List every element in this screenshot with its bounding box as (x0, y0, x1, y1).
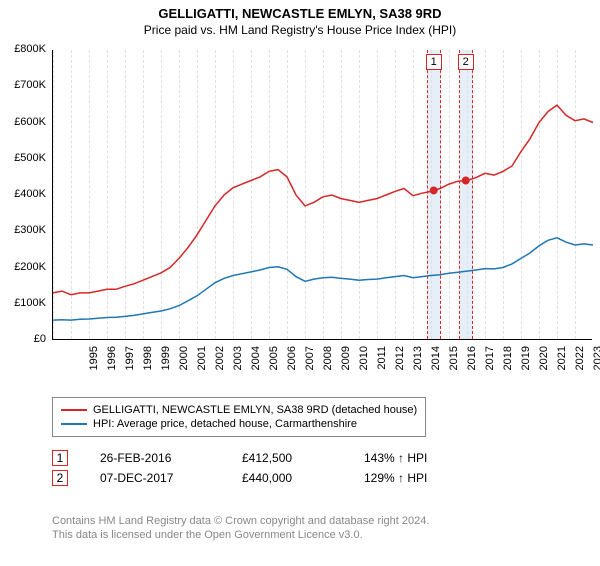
data-row-ratio: 129% ↑ HPI (364, 471, 427, 485)
x-tick-label: 2001 (196, 346, 208, 386)
y-tick-label: £400K (0, 188, 46, 200)
legend-label: GELLIGATTI, NEWCASTLE EMLYN, SA38 9RD (d… (93, 404, 417, 416)
footer-line2: This data is licensed under the Open Gov… (52, 528, 429, 542)
data-row-price: £412,500 (242, 451, 332, 465)
data-row-date: 07-DEC-2017 (100, 471, 210, 485)
data-row-marker: 1 (52, 450, 68, 466)
footer-note: Contains HM Land Registry data © Crown c… (52, 514, 429, 543)
x-tick-label: 2005 (268, 346, 280, 386)
data-row-date: 26-FEB-2016 (100, 451, 210, 465)
x-tick-label: 2002 (214, 346, 226, 386)
event-label-box: 1 (426, 54, 442, 70)
y-tick-label: £800K (0, 43, 46, 55)
x-tick-label: 2015 (448, 346, 460, 386)
y-tick-label: £200K (0, 261, 46, 273)
data-row-price: £440,000 (242, 471, 332, 485)
y-tick-label: £0 (0, 333, 46, 345)
data-row-ratio: 143% ↑ HPI (364, 451, 427, 465)
legend-item: HPI: Average price, detached house, Carm… (61, 418, 417, 430)
series-line (53, 105, 593, 295)
x-tick-label: 2014 (430, 346, 442, 386)
data-row: 1 26-FEB-2016 £412,500 143% ↑ HPI (52, 450, 427, 466)
legend-item: GELLIGATTI, NEWCASTLE EMLYN, SA38 9RD (d… (61, 404, 417, 416)
x-tick-label: 2016 (466, 346, 478, 386)
y-tick-label: £100K (0, 297, 46, 309)
data-table: 1 26-FEB-2016 £412,500 143% ↑ HPI 2 07-DEC-20… (52, 446, 427, 490)
x-tick-label: 2019 (520, 346, 532, 386)
x-tick-label: 2009 (340, 346, 352, 386)
x-tick-label: 2008 (322, 346, 334, 386)
x-tick-label: 2021 (556, 346, 568, 386)
x-tick-label: 2017 (484, 346, 496, 386)
chart-subtitle: Price paid vs. HM Land Registry's House … (0, 23, 600, 37)
y-tick-label: £300K (0, 224, 46, 236)
y-tick-label: £600K (0, 116, 46, 128)
x-tick-label: 2012 (394, 346, 406, 386)
x-tick-label: 1999 (160, 346, 172, 386)
x-tick-label: 2020 (538, 346, 550, 386)
data-row-marker: 2 (52, 470, 68, 486)
x-tick-label: 2018 (502, 346, 514, 386)
y-tick-label: £500K (0, 152, 46, 164)
x-tick-label: 1997 (124, 346, 136, 386)
x-tick-label: 2022 (574, 346, 586, 386)
legend-swatch (61, 409, 87, 411)
footer-line1: Contains HM Land Registry data © Crown c… (52, 514, 429, 528)
plot-area: 12 (52, 50, 592, 340)
y-tick-label: £700K (0, 79, 46, 91)
legend-swatch (61, 423, 87, 425)
chart-title: GELLIGATTI, NEWCASTLE EMLYN, SA38 9RD (0, 6, 600, 21)
data-row: 2 07-DEC-2017 £440,000 129% ↑ HPI (52, 470, 427, 486)
chart-container: GELLIGATTI, NEWCASTLE EMLYN, SA38 9RD Pr… (0, 6, 600, 566)
x-tick-label: 1995 (88, 346, 100, 386)
x-tick-label: 1998 (142, 346, 154, 386)
x-tick-label: 2023 (592, 346, 600, 386)
series-line (53, 238, 593, 320)
x-tick-label: 2013 (412, 346, 424, 386)
x-tick-label: 2007 (304, 346, 316, 386)
x-tick-label: 1996 (106, 346, 118, 386)
x-tick-label: 2000 (178, 346, 190, 386)
legend-label: HPI: Average price, detached house, Carm… (93, 418, 357, 430)
x-tick-label: 2011 (376, 346, 388, 386)
x-tick-label: 2003 (232, 346, 244, 386)
legend: GELLIGATTI, NEWCASTLE EMLYN, SA38 9RD (d… (52, 397, 426, 437)
x-tick-label: 2006 (286, 346, 298, 386)
event-point (430, 186, 438, 194)
event-label-box: 2 (458, 54, 474, 70)
event-point (462, 177, 470, 185)
chart-svg (53, 50, 593, 340)
x-tick-label: 2004 (250, 346, 262, 386)
x-tick-label: 2010 (358, 346, 370, 386)
